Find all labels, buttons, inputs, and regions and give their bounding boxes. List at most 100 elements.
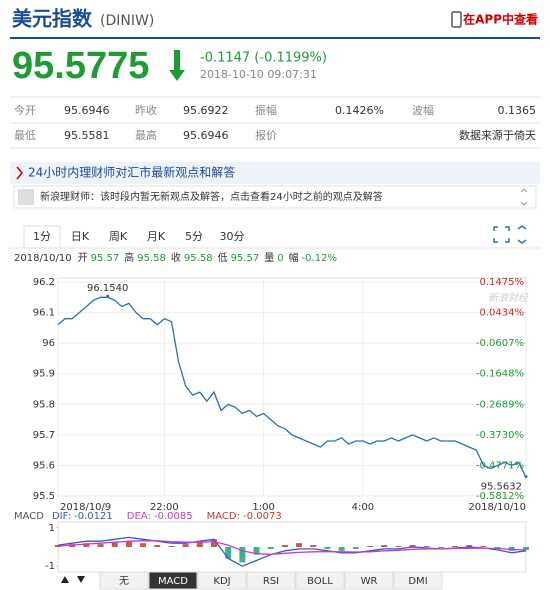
- price-line: [57, 296, 527, 478]
- macd-bar: [338, 547, 345, 551]
- macd-bar: [154, 545, 161, 547]
- x-tick-label: 4:00: [352, 502, 374, 513]
- x-tick-label: 2018/10/10: [468, 502, 526, 513]
- macd-bar: [239, 547, 246, 563]
- macd-bar: [281, 545, 288, 547]
- y-tick-label: 95.9: [33, 369, 55, 380]
- macd-bar: [523, 547, 529, 550]
- macd-bar: [211, 539, 217, 547]
- macd-bar: [225, 547, 232, 559]
- phone-icon: [451, 11, 462, 28]
- down-arrow: [169, 50, 185, 81]
- info-value: 95.57: [91, 253, 120, 264]
- price: 95.5775: [12, 45, 149, 87]
- indicator-tab-bg: [246, 571, 296, 590]
- macd-bar: [381, 545, 388, 547]
- active-tab: [23, 225, 61, 249]
- stat-label: 最高: [135, 128, 157, 142]
- info-value: 95.58: [137, 253, 166, 264]
- chevron: [16, 166, 23, 180]
- period-tab[interactable]: 周K: [109, 230, 128, 243]
- fullscreen-icon[interactable]: [493, 226, 510, 243]
- annotation: 95.5632: [481, 482, 522, 493]
- y-tick-label: 96.2: [33, 277, 55, 288]
- macd-bar: [182, 544, 189, 547]
- app-link[interactable]: 在APP中查看: [463, 12, 538, 27]
- annotation-dot: [106, 294, 110, 298]
- x-tick-label: 1:00: [252, 502, 274, 513]
- annotation: 96.1540: [87, 283, 128, 294]
- macd-bar: [140, 543, 147, 547]
- y2-tick-label: -0.1648%: [476, 369, 524, 380]
- y2-tick-label: -0.3730%: [476, 430, 524, 441]
- indicator-tab[interactable]: 无: [119, 576, 129, 587]
- macd-bar: [253, 547, 260, 555]
- stat-value: 数据来源于倚天: [459, 128, 536, 142]
- stat-value: 95.6946: [183, 129, 229, 142]
- macd-bar: [196, 541, 203, 547]
- indicator-tab[interactable]: WR: [361, 576, 378, 587]
- macd-bar: [466, 545, 473, 547]
- y-tick-label: 96: [42, 338, 55, 349]
- timestamp: 2018-10-10 09:07:31: [200, 68, 317, 81]
- down-button[interactable]: [77, 576, 85, 583]
- y-tick-label: 95.5: [33, 491, 55, 502]
- legend-entry: DIF: -0.0121: [52, 511, 113, 522]
- info-label: 幅: [289, 251, 299, 264]
- x-tick-label: 22:00: [150, 502, 179, 513]
- period-tab[interactable]: 5分: [185, 230, 203, 243]
- info-value: 0: [277, 253, 283, 264]
- stat-label: 今开: [14, 103, 36, 117]
- y2-tick-label: -0.2689%: [476, 399, 524, 410]
- macd-bar: [125, 541, 132, 547]
- macd-bar: [324, 547, 331, 549]
- info-value: 95.57: [231, 253, 260, 264]
- indicator-tab-bg: [344, 571, 394, 590]
- macd-bar: [352, 547, 359, 549]
- period-tab[interactable]: 月K: [147, 230, 166, 243]
- info-date: 2018/10/10: [14, 253, 72, 264]
- macd-bar: [296, 543, 303, 547]
- news-item[interactable]: 新浪理财师：该时段内暂无新观点及解答，点击查看24小时之前的观点及解答: [40, 190, 383, 203]
- up-button[interactable]: [61, 576, 69, 583]
- period-tab[interactable]: 日K: [71, 230, 90, 243]
- stat-label: 昨收: [135, 103, 157, 117]
- macd-bar: [83, 543, 90, 547]
- indicator-tab-bg: [99, 571, 149, 590]
- legend-entry: DEA: -0.0085: [127, 511, 193, 522]
- title: 美元指数: [12, 7, 93, 31]
- expand-icon[interactable]: [517, 225, 527, 244]
- indicator-tab-bg: [197, 571, 247, 590]
- macd-bar: [480, 546, 487, 547]
- indicator-tab[interactable]: KDJ: [213, 576, 230, 587]
- legend-entry: MACD: -0.0073: [207, 511, 282, 522]
- stat-label: 最低: [14, 129, 36, 142]
- y2-tick-label: 0.0434%: [480, 308, 525, 319]
- stat-label: 波幅: [412, 104, 434, 117]
- indicator-tab[interactable]: DMI: [408, 576, 427, 587]
- stat-value: 95.6946: [64, 104, 110, 117]
- macd-bar: [395, 546, 402, 547]
- news-heading[interactable]: 24小时内理财师对汇市最新观点和解答: [28, 165, 235, 180]
- info-value: -0.12%: [302, 253, 337, 264]
- indicator-tab-bg: [393, 571, 443, 590]
- macd-bar: [267, 547, 274, 549]
- macd-bar: [97, 544, 104, 547]
- info-label: 高: [124, 251, 134, 264]
- macd-bar: [423, 546, 430, 547]
- scroll-arrows: [520, 188, 528, 206]
- indicator-tab[interactable]: MACD: [158, 576, 188, 587]
- y-tick-label: 1: [49, 523, 55, 534]
- stat-label: 振幅: [255, 103, 277, 117]
- period-tab[interactable]: 30分: [220, 230, 245, 243]
- code: (DINIW): [100, 13, 154, 29]
- macd-bar: [310, 545, 317, 547]
- y2-tick-label: -0.5812%: [476, 491, 524, 502]
- annotation-dot: [524, 475, 528, 479]
- indicator-tab[interactable]: RSI: [263, 576, 279, 587]
- indicator-tab[interactable]: BOLL: [307, 576, 333, 587]
- period-tab[interactable]: 1分: [33, 230, 51, 243]
- y2-tick-label: -0.0607%: [476, 338, 524, 349]
- change: -0.1147 (-0.1199%): [200, 51, 327, 66]
- y-tick-label: 95.6: [33, 460, 55, 471]
